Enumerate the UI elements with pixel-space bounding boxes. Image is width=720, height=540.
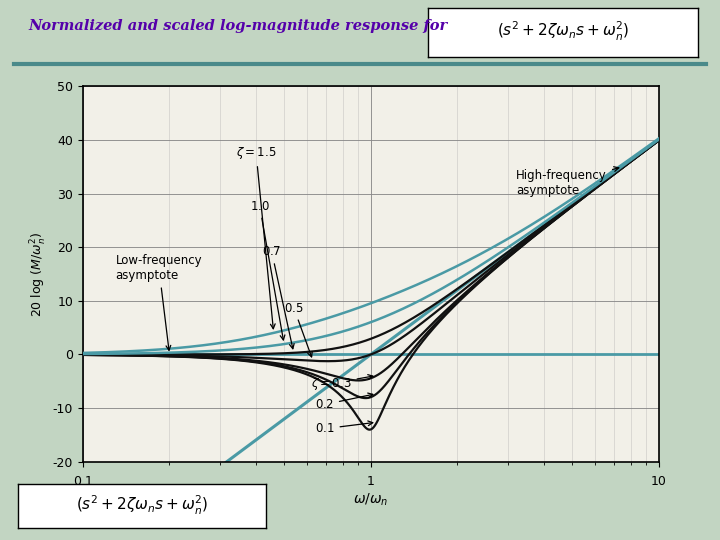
Text: 0.1: 0.1 xyxy=(73,475,93,488)
Text: $0.7$: $0.7$ xyxy=(262,245,294,349)
Text: 1: 1 xyxy=(367,475,374,488)
Text: $(s^2 + 2\zeta\omega_n s + \omega_n^2)$: $(s^2 + 2\zeta\omega_n s + \omega_n^2)$ xyxy=(76,494,209,517)
Text: $1.0$: $1.0$ xyxy=(250,200,285,340)
Text: $(s^2 + 2\zeta\omega_n s + \omega_n^2)$: $(s^2 + 2\zeta\omega_n s + \omega_n^2)$ xyxy=(497,20,630,43)
Text: $0.1$: $0.1$ xyxy=(315,421,373,435)
Text: 10: 10 xyxy=(651,475,667,488)
Text: $\zeta = 0.3$: $\zeta = 0.3$ xyxy=(311,375,373,392)
Y-axis label: 20 log ($M/\omega_n^2$): 20 log ($M/\omega_n^2$) xyxy=(28,231,48,317)
Text: High-frequency
asymptote: High-frequency asymptote xyxy=(516,167,618,197)
Text: $0.5$: $0.5$ xyxy=(284,301,312,357)
Text: $\zeta = 1.5$: $\zeta = 1.5$ xyxy=(236,145,276,329)
Text: $\omega/\omega_n$: $\omega/\omega_n$ xyxy=(353,492,389,508)
Text: Low-frequency
asymptote: Low-frequency asymptote xyxy=(116,254,202,350)
Text: Normalized and scaled log-magnitude response for: Normalized and scaled log-magnitude resp… xyxy=(29,19,448,33)
Text: $0.2$: $0.2$ xyxy=(315,393,373,411)
